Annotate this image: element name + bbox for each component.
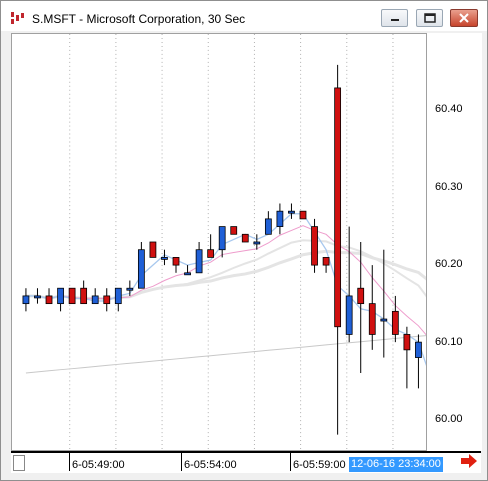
time-tick-label: 6-05:54:00 (184, 459, 237, 471)
price-tick-label: 60.40 (435, 103, 463, 116)
candle-up (253, 241, 261, 245)
candle-up (415, 341, 422, 358)
candle-down (403, 334, 411, 351)
candle-up (34, 295, 41, 299)
scroll-right-arrow-icon[interactable] (460, 453, 478, 469)
window-title: S.MSFT - Microsoft Corporation, 30 Sec (32, 12, 246, 26)
candle-down (299, 210, 307, 220)
candle-up (184, 272, 191, 276)
candle-down (322, 257, 330, 266)
price-axis: 60.40 60.30 60.20 60.10 60.00 (427, 33, 482, 451)
candle-down (230, 226, 238, 235)
candle-down (149, 241, 157, 258)
chart-app-icon (11, 12, 24, 24)
candle-up (288, 210, 295, 214)
candle-up (57, 287, 64, 305)
minimize-button[interactable] (381, 9, 408, 27)
time-axis[interactable]: 6-05:49:00 6-05:54:00 6-05:59:00 12-06-1… (11, 451, 481, 473)
close-icon (459, 13, 469, 23)
restore-button[interactable] (416, 9, 443, 27)
candle-up (91, 295, 99, 305)
restore-icon (423, 13, 436, 23)
candle-up (22, 295, 30, 305)
candle-up (218, 226, 226, 251)
candle-down (241, 233, 249, 243)
candle-down (368, 303, 376, 335)
candle-up (137, 249, 145, 289)
candle-down (68, 287, 76, 305)
price-tick-label: 60.30 (435, 180, 463, 193)
candle-down (334, 87, 342, 328)
candle-down (103, 295, 111, 305)
candle-down (311, 226, 318, 266)
current-time-label: 12-06-16 23:34:00 (349, 457, 443, 472)
candle-up (264, 218, 272, 235)
candle-up (126, 287, 134, 291)
time-tick (181, 453, 182, 471)
price-chart[interactable] (11, 33, 427, 451)
time-tick (290, 453, 291, 471)
candle-up (114, 287, 122, 305)
candle-down (45, 295, 53, 305)
candle-up (195, 249, 203, 274)
time-scroll-handle[interactable] (13, 455, 25, 471)
candle-down (207, 249, 215, 258)
candle-up (161, 257, 168, 260)
candle-up (345, 295, 353, 335)
time-tick (69, 453, 70, 471)
price-tick-label: 60.20 (435, 258, 463, 271)
close-button[interactable] (450, 9, 478, 27)
candle-up (380, 318, 388, 322)
candle-up (276, 210, 284, 227)
moving-average-long-line (25, 335, 426, 374)
title-bar[interactable]: S.MSFT - Microsoft Corporation, 30 Sec (1, 1, 487, 31)
candle-down (80, 287, 88, 305)
time-tick-label: 6-05:59:00 (293, 459, 346, 471)
price-tick-label: 60.00 (435, 413, 463, 426)
minimize-icon (390, 19, 399, 21)
candle-down (172, 257, 180, 266)
time-tick-label: 6-05:49:00 (72, 459, 125, 471)
candle-down (357, 287, 365, 305)
candle-down (391, 310, 399, 335)
price-tick-label: 60.10 (435, 335, 463, 348)
